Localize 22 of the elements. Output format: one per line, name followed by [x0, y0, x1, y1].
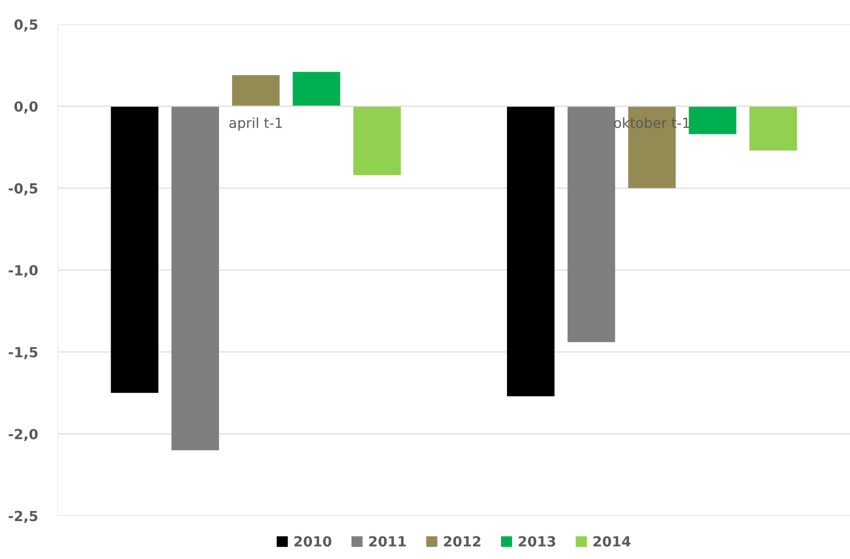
- legend-label: 2014: [594, 536, 630, 547]
- bar: [171, 106, 220, 450]
- y-tick-label: -2,5: [8, 510, 38, 524]
- y-tick-label: -2,0: [8, 428, 38, 442]
- legend-label: 2013: [518, 536, 556, 547]
- y-tick-label: 0,5: [14, 19, 38, 32]
- y-tick-label: 0,0: [14, 101, 38, 114]
- y-tick-label: -1,0: [8, 265, 38, 278]
- legend-label: 2010: [294, 536, 332, 547]
- bar: [749, 106, 797, 150]
- bar: [688, 106, 736, 134]
- bar: [353, 106, 401, 176]
- x-tick-label: april t-1: [229, 117, 282, 131]
- legend-label: 2012: [444, 536, 480, 547]
- bar: [292, 72, 340, 106]
- y-tick-label: -1,5: [8, 347, 38, 360]
- bar: [232, 75, 280, 106]
- bar: [506, 106, 555, 396]
- y-tick-label: -0,5: [8, 183, 38, 196]
- legend-label: 2011: [369, 536, 406, 547]
- bar: [110, 106, 158, 393]
- bar: [568, 106, 616, 342]
